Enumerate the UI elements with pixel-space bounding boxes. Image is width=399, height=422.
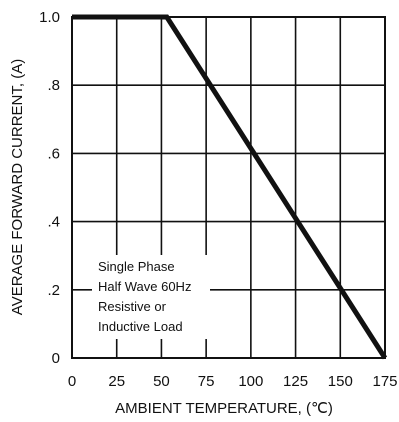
annotation-line: Single Phase: [98, 259, 175, 274]
x-tick-labels: 0 25 50 75 100 125 150 175: [68, 373, 398, 390]
y-tick-label: 1.0: [39, 9, 60, 26]
y-tick-label: .2: [47, 282, 60, 299]
x-tick-label: 50: [153, 373, 170, 390]
y-tick-label: .4: [47, 214, 60, 231]
x-axis-title: AMBIENT TEMPERATURE, (℃): [115, 400, 333, 417]
annotation-box: Single Phase Half Wave 60Hz Resistive or In…: [92, 255, 210, 339]
y-tick-labels: 0 .2 .4 .6 .8 1.0: [39, 9, 60, 367]
x-tick-label: 125: [283, 373, 308, 390]
x-tick-label: 75: [198, 373, 215, 390]
annotation-line: Resistive or: [98, 299, 167, 314]
plot-frame: [71, 16, 386, 359]
x-tick-label: 150: [328, 373, 353, 390]
y-tick-label: .8: [47, 77, 60, 94]
annotation-line: Half Wave 60Hz: [98, 279, 191, 294]
x-tick-label: 25: [108, 373, 125, 390]
annotation-background: [92, 255, 210, 339]
x-tick-label: 0: [68, 373, 76, 390]
y-axis-title: AVERAGE FORWARD CURRENT, (A): [9, 59, 26, 315]
annotation-line: Inductive Load: [98, 319, 183, 334]
x-tick-label: 100: [238, 373, 263, 390]
y-tick-label: .6: [47, 145, 60, 162]
x-tick-label: 175: [372, 373, 397, 390]
y-tick-label: 0: [52, 350, 60, 367]
